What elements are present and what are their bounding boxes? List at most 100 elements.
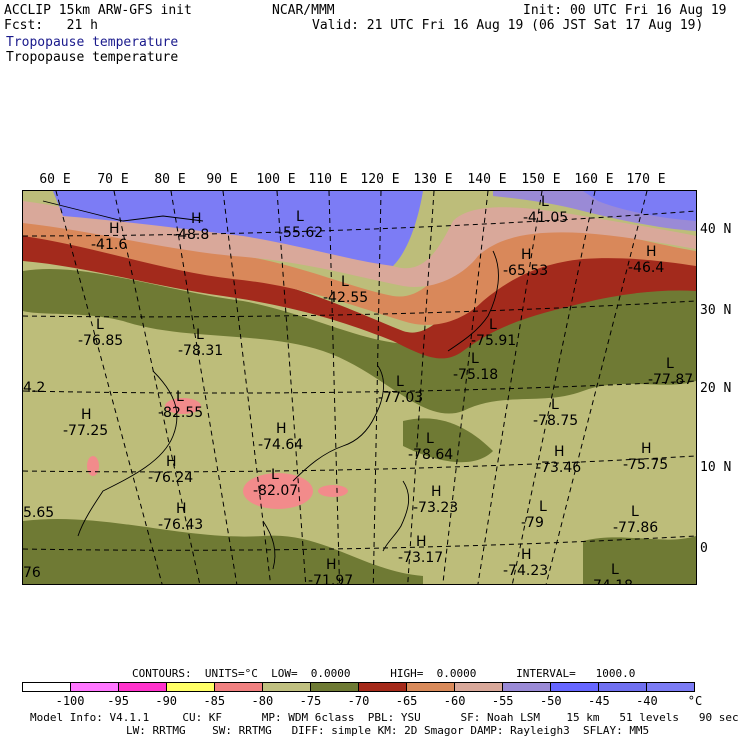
legend-swatch: [167, 683, 215, 691]
latitude-line: [23, 455, 696, 473]
band-olive-south: [23, 518, 423, 584]
extremum-value: -73.46: [536, 460, 581, 476]
legend-label: -70: [347, 694, 370, 708]
band-olive-southeast: [583, 536, 696, 584]
color-legend: [22, 682, 695, 692]
extremum-value: -46.4: [628, 260, 664, 276]
longitude-line: [55, 191, 163, 584]
low-marker: L: [551, 397, 559, 413]
extremum-value: -76.43: [158, 517, 203, 533]
high-marker: H: [431, 484, 442, 500]
low-marker: L: [296, 209, 304, 225]
legend-label: -55: [491, 694, 514, 708]
extremum-value: 4.2: [23, 380, 45, 396]
latitude-line: [23, 535, 696, 551]
longitude-line: [442, 191, 489, 584]
latitude-line: [23, 300, 696, 318]
extremum-value: -74.64: [258, 437, 303, 453]
legend-swatch: [551, 683, 599, 691]
patch-olive: [403, 418, 493, 463]
high-marker: H: [521, 247, 532, 263]
longitude-label: 100 E: [256, 172, 296, 187]
legend-swatch: [407, 683, 455, 691]
graticule: [23, 191, 696, 584]
tropopause-map: H-41.6H-48.8L-55.62L-41.05H-65.53H-46.4L…: [23, 191, 696, 584]
legend-label: -80: [251, 694, 274, 708]
high-marker: H: [521, 547, 532, 563]
legend-label: -60: [443, 694, 466, 708]
high-marker: H: [276, 421, 287, 437]
low-marker: L: [196, 327, 204, 343]
legend-swatch: [599, 683, 647, 691]
high-marker: H: [191, 211, 202, 227]
contours-info: CONTOURS: UNITS=°C LOW= 0.0000 HIGH= 0.0…: [132, 667, 636, 680]
high-marker: H: [166, 454, 177, 470]
low-marker: L: [271, 467, 279, 483]
legend-label: -85: [203, 694, 226, 708]
latitude-label: 0: [700, 541, 708, 556]
low-marker: L: [489, 317, 497, 333]
high-low-markers: H-41.6H-48.8L-55.62L-41.05H-65.53H-46.4L…: [23, 194, 693, 584]
extremum-value: -77.25: [63, 423, 108, 439]
band-mauve: [23, 201, 696, 287]
legend-swatch: [71, 683, 119, 691]
longitude-line: [477, 191, 543, 584]
extremum-value: -82.55: [158, 405, 203, 421]
latitude-label: 10 N: [700, 460, 732, 475]
forecast-hour: Fcst: 21 h: [4, 18, 98, 33]
low-marker: L: [541, 194, 549, 210]
legend-swatch: [647, 683, 694, 691]
latitude-line: [23, 210, 696, 237]
legend-label: °C: [687, 694, 703, 708]
longitude-line: [545, 191, 648, 584]
longitude-line: [372, 191, 382, 584]
legend-swatch: [23, 683, 71, 691]
field-title: Tropopause temperature: [6, 50, 179, 65]
legend-label: -40: [636, 694, 658, 708]
legend-swatch: [311, 683, 359, 691]
model-info: Model Info: V4.1.1 CU: KF MP: WDM 6class…: [30, 711, 739, 724]
band-red: [23, 221, 696, 359]
legend-label: -95: [107, 694, 129, 708]
latitude-label: 30 N: [700, 303, 732, 318]
high-marker: H: [326, 557, 337, 573]
latitude-line: [23, 380, 696, 394]
physics-info: LW: RRTMG SW: RRTMG DIFF: simple KM: 2D …: [126, 724, 650, 737]
extremum-value: -65.53: [503, 263, 548, 279]
low-marker: L: [96, 317, 104, 333]
cold-patch: [87, 456, 99, 476]
extremum-value: -77.87: [648, 372, 693, 388]
border-north: [42, 200, 204, 222]
longitude-label: 80 E: [154, 172, 186, 187]
legend-swatch: [503, 683, 551, 691]
band-orange: [23, 211, 696, 325]
model-title: ACCLIP 15km ARW-GFS init: [4, 3, 192, 18]
longitude-label: 70 E: [97, 172, 129, 187]
org-label: NCAR/MMM: [272, 3, 335, 18]
high-marker: H: [554, 444, 565, 460]
legend-label: -90: [155, 694, 178, 708]
longitude-label: 160 E: [574, 172, 614, 187]
legend-label: -75: [299, 694, 322, 708]
longitude-label: 130 E: [413, 172, 453, 187]
valid-time: Valid: 21 UTC Fri 16 Aug 19 (06 JST Sat …: [312, 18, 704, 33]
longitude-line: [328, 191, 340, 584]
longitude-line: [170, 191, 238, 584]
extremum-value: -55.62: [278, 225, 323, 241]
latitude-label: 20 N: [700, 381, 732, 396]
legend-label: -50: [539, 694, 562, 708]
longitude-label: 60 E: [39, 172, 71, 187]
legend-swatch: [263, 683, 311, 691]
coastline-philippines: [382, 480, 410, 552]
extremum-value: 74.18: [593, 578, 633, 584]
extremum-value: 5.65: [23, 505, 54, 521]
extremum-value: -78.64: [408, 447, 453, 463]
extremum-value: -71.97: [308, 573, 353, 584]
legend-swatch: [455, 683, 503, 691]
high-marker: H: [176, 501, 187, 517]
extremum-value: -42.55: [323, 290, 368, 306]
longitude-label: 120 E: [360, 172, 400, 187]
extremum-value: -73.23: [413, 500, 458, 516]
legend-swatch: [359, 683, 407, 691]
extremum-value: 76: [23, 565, 41, 581]
